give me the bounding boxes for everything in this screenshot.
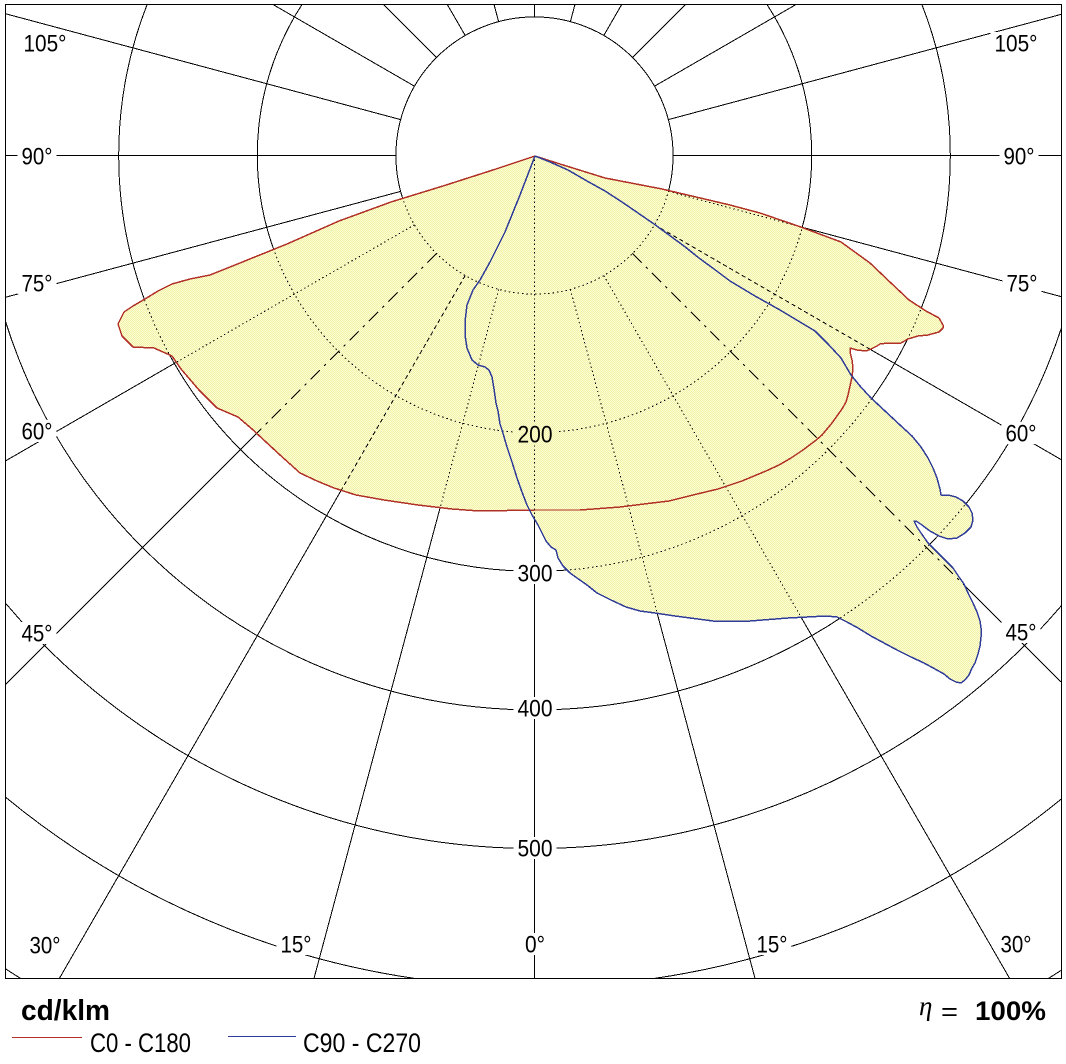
svg-text:90°: 90° [22, 144, 53, 171]
svg-text:200: 200 [518, 422, 553, 449]
svg-text:100%: 100% [975, 996, 1046, 1026]
svg-text:500: 500 [518, 836, 553, 863]
svg-text:75°: 75° [22, 271, 53, 298]
svg-text:30°: 30° [30, 933, 61, 960]
svg-text:45°: 45° [22, 621, 53, 648]
svg-text:η: η [919, 991, 932, 1021]
svg-text:30°: 30° [1001, 932, 1032, 959]
svg-text:15°: 15° [281, 932, 312, 959]
svg-text:15°: 15° [757, 932, 788, 959]
svg-text:400: 400 [518, 696, 553, 723]
svg-text:cd/klm: cd/klm [21, 995, 110, 1027]
svg-text:300: 300 [518, 561, 553, 588]
svg-text:C90 - C270: C90 - C270 [303, 1028, 421, 1058]
svg-text:75°: 75° [1007, 271, 1038, 298]
svg-text:45°: 45° [1006, 620, 1037, 647]
svg-text:0°: 0° [525, 932, 545, 959]
svg-text:=: = [941, 998, 958, 1026]
svg-text:105°: 105° [995, 31, 1038, 58]
svg-text:90°: 90° [1004, 144, 1035, 171]
svg-text:C0 - C180: C0 - C180 [90, 1028, 191, 1058]
svg-text:105°: 105° [24, 31, 67, 58]
svg-text:60°: 60° [1006, 421, 1037, 448]
svg-text:60°: 60° [22, 419, 53, 446]
